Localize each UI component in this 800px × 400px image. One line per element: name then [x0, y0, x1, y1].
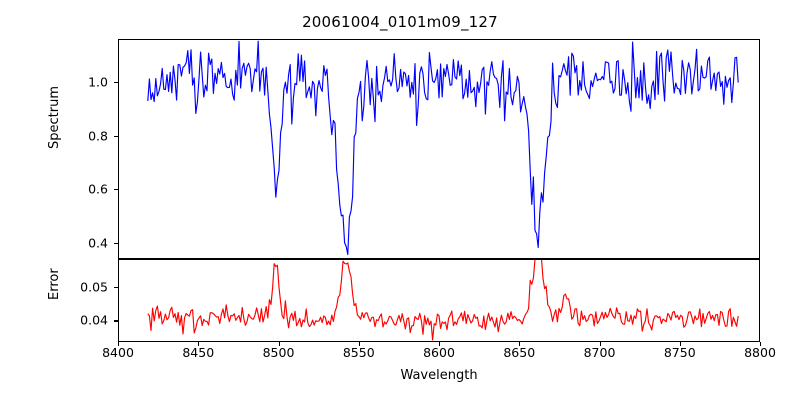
- spectrum-ytick-mark: [114, 189, 118, 191]
- xtick-label: 8700: [583, 345, 616, 360]
- spectrum-ytick-label: 1.0: [88, 74, 108, 90]
- xtick-mark: [118, 342, 120, 346]
- figure-title: 20061004_0101m09_127: [302, 13, 498, 31]
- error-ytick-mark: [114, 320, 118, 322]
- spectrum-line-plot: [119, 40, 759, 258]
- xtick-mark: [439, 342, 441, 346]
- error-ytick-mark: [114, 287, 118, 289]
- spectrum-ytick-label: 0.4: [88, 235, 108, 251]
- xtick-label: 8450: [182, 345, 215, 360]
- error-panel: [118, 259, 760, 342]
- xtick-label: 8750: [663, 345, 696, 360]
- error-ytick-label: 0.04: [80, 312, 108, 328]
- error-ytick-label: 0.05: [80, 279, 108, 295]
- spectrum-ytick-mark: [114, 135, 118, 137]
- xtick-label: 8800: [744, 345, 776, 360]
- xtick-mark: [278, 342, 280, 346]
- spectrum-ytick-mark: [114, 81, 118, 84]
- spectrum-ytick-label: 0.8: [88, 128, 108, 144]
- spectrum-ytick-label: 0.6: [88, 181, 108, 197]
- error-line-plot: [119, 260, 759, 341]
- xtick-mark: [519, 342, 521, 346]
- xtick-label: 8600: [423, 345, 455, 360]
- spectrum-panel: [118, 39, 760, 259]
- xtick-label: 8650: [503, 345, 536, 360]
- xtick-label: 8550: [342, 345, 375, 360]
- x-axis-label: Wavelength: [400, 368, 478, 383]
- xtick-label: 8400: [102, 345, 134, 360]
- xtick-mark: [599, 342, 601, 346]
- spectrum-ytick-mark: [114, 242, 118, 244]
- xtick-mark: [760, 342, 762, 346]
- xtick-mark: [198, 342, 200, 346]
- xtick-mark: [358, 342, 360, 346]
- xtick-mark: [679, 342, 681, 346]
- xtick-label: 8500: [262, 345, 295, 360]
